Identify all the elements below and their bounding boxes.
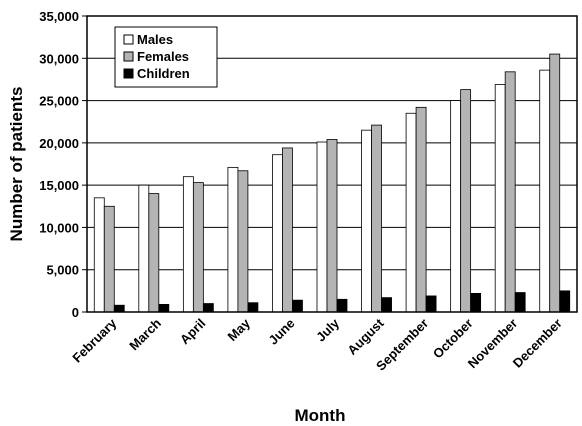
bar-females xyxy=(460,89,472,313)
bar-children xyxy=(292,299,303,313)
bar-males xyxy=(316,141,328,313)
legend-swatch-children xyxy=(123,68,134,79)
x-tick-label: June xyxy=(266,316,298,348)
legend-swatch-females xyxy=(123,51,134,62)
bar-children xyxy=(514,292,526,313)
x-tick-label: October xyxy=(430,316,476,362)
bar-females xyxy=(103,205,115,313)
bar-females xyxy=(192,182,204,313)
x-tick-label: April xyxy=(177,316,209,348)
bar-children xyxy=(158,303,170,313)
bar-males xyxy=(450,100,462,313)
bar-females xyxy=(237,170,249,313)
x-tick-label: February xyxy=(69,315,119,365)
bar-females xyxy=(282,147,293,313)
bar-males xyxy=(93,197,105,313)
y-axis-ticks: 0 5,000 10,000 15,000 20,000 25,000 30,000 35,0… xyxy=(39,9,87,320)
bar-males xyxy=(405,112,417,313)
x-tick-label: May xyxy=(225,315,254,344)
bar-children xyxy=(470,292,482,313)
y-axis-title: Number of patients xyxy=(7,87,26,242)
y-tick-label: 15,000 xyxy=(39,178,79,193)
legend-label-children: Children xyxy=(137,66,190,81)
y-tick-label: 35,000 xyxy=(39,9,79,24)
bar-females xyxy=(415,106,427,313)
bar-females xyxy=(549,53,561,313)
y-tick-label: 20,000 xyxy=(39,136,79,151)
bar-children xyxy=(113,304,125,313)
x-tick-label: March xyxy=(126,315,164,353)
legend-swatch-males xyxy=(123,34,134,45)
bars xyxy=(93,53,571,313)
bar-males xyxy=(361,129,372,313)
bar-males xyxy=(227,166,239,313)
y-tick-label: 25,000 xyxy=(39,94,79,109)
bar-males xyxy=(138,184,150,313)
bar-males xyxy=(494,84,506,313)
x-axis-title: Month xyxy=(295,406,346,425)
bar-children xyxy=(336,298,348,313)
bar-children xyxy=(202,303,214,313)
x-tick-label: August xyxy=(344,315,387,358)
bar-children xyxy=(247,302,259,313)
bar-children xyxy=(381,297,392,313)
legend-label-males: Males xyxy=(137,32,173,47)
legend-label-females: Females xyxy=(137,49,189,64)
y-tick-label: 5,000 xyxy=(46,263,79,278)
x-tick-label: December xyxy=(510,316,565,371)
plot-area-frame xyxy=(86,15,578,313)
x-tick-label: July xyxy=(313,315,343,345)
y-tick-label: 30,000 xyxy=(39,51,79,66)
bar-males xyxy=(539,69,551,313)
bar-children xyxy=(425,295,437,313)
bar-children xyxy=(559,290,571,313)
y-tick-label: 10,000 xyxy=(39,220,79,235)
bar-females xyxy=(326,139,338,313)
bar-females xyxy=(504,71,516,313)
x-axis-ticks: February March April May June July AugustSepte… xyxy=(69,315,564,374)
legend: Males Females Children xyxy=(114,26,218,88)
bar-females xyxy=(371,124,382,313)
bar-males xyxy=(272,154,283,313)
bar-females xyxy=(148,193,160,313)
y-tick-label: 0 xyxy=(72,305,79,320)
bar-males xyxy=(182,176,194,313)
